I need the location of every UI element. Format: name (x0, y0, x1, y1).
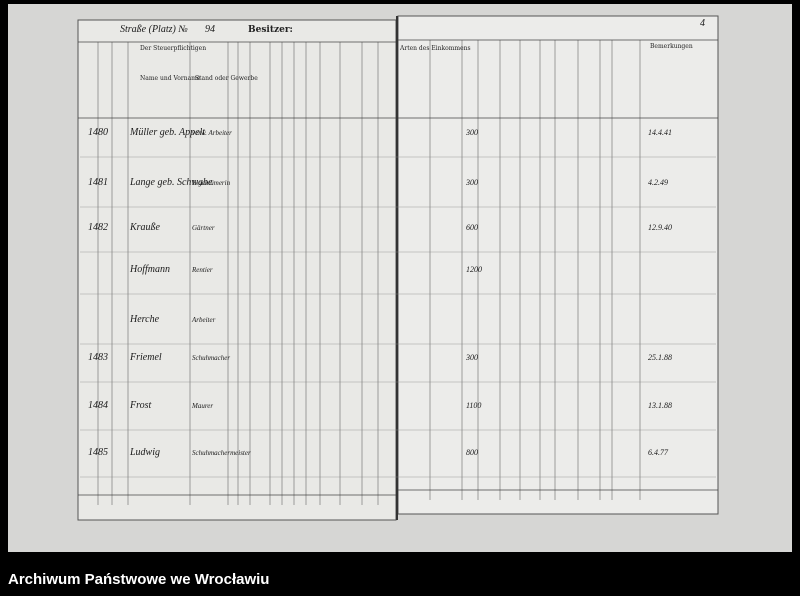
column-header: Der Steuerpflichtigen (140, 45, 206, 52)
entry-name: Friemel (129, 352, 162, 363)
entry-name: Müller geb. Appelt (129, 127, 205, 138)
entry-number: 1484 (88, 400, 108, 411)
entry-remark: 13.1.88 (648, 401, 672, 410)
entry-amount: 300 (465, 353, 478, 362)
entry-amount: 300 (465, 128, 478, 137)
entry-occupation: Schuhmachermeister (192, 449, 251, 457)
entry-name: Ludwig (129, 447, 160, 458)
entry-amount: 1100 (466, 401, 481, 410)
entry-occupation: Eigentümerin (191, 179, 231, 187)
left-page (77, 19, 397, 521)
entry-remark: 6.4.77 (648, 448, 669, 457)
entry-number: 1485 (88, 447, 108, 458)
entry-remark: 4.2.49 (648, 178, 668, 187)
entry-number: 1481 (88, 177, 108, 188)
entry-remark: 14.4.41 (648, 128, 672, 137)
entry-number: 1483 (88, 352, 108, 363)
entry-occupation: Schuhmacher (192, 354, 230, 362)
owner-label: Besitzer: (248, 25, 293, 35)
street-number: 94 (205, 24, 215, 35)
entry-name: Krauße (129, 222, 161, 233)
entry-occupation: Rentier (191, 266, 213, 274)
entry-remark: 12.9.40 (648, 223, 672, 232)
column-header: Bemerkungen (650, 43, 693, 50)
right-page (397, 15, 719, 515)
street-label: Straße (Platz) № (120, 24, 188, 35)
entry-occupation: verw. Arbeiter (192, 129, 232, 137)
entry-amount: 800 (466, 448, 478, 457)
entry-occupation: Maurer (191, 402, 213, 410)
column-header: Arten des Einkommens (399, 45, 471, 52)
entry-amount: 300 (465, 178, 478, 187)
entry-remark: 25.1.88 (648, 353, 672, 362)
entry-amount: 1200 (466, 265, 482, 274)
archive-caption: Archiwum Państwowe we Wrocławiu (8, 571, 269, 588)
entry-number: 1480 (88, 127, 108, 138)
entry-occupation: Gärtner (192, 224, 215, 232)
column-header: Name und Vorname (140, 75, 201, 82)
entry-amount: 600 (466, 223, 478, 232)
entry-name: Hoffmann (129, 264, 170, 275)
entry-name: Lange geb. Schwabe (129, 177, 213, 188)
entry-name: Frost (129, 400, 152, 411)
entry-occupation: Arbeiter (191, 316, 216, 324)
column-header: Stand oder Gewerbe (195, 75, 258, 82)
entry-name: Herche (129, 314, 160, 325)
page-number: 4 (700, 18, 705, 29)
entry-number: 1482 (88, 222, 108, 233)
